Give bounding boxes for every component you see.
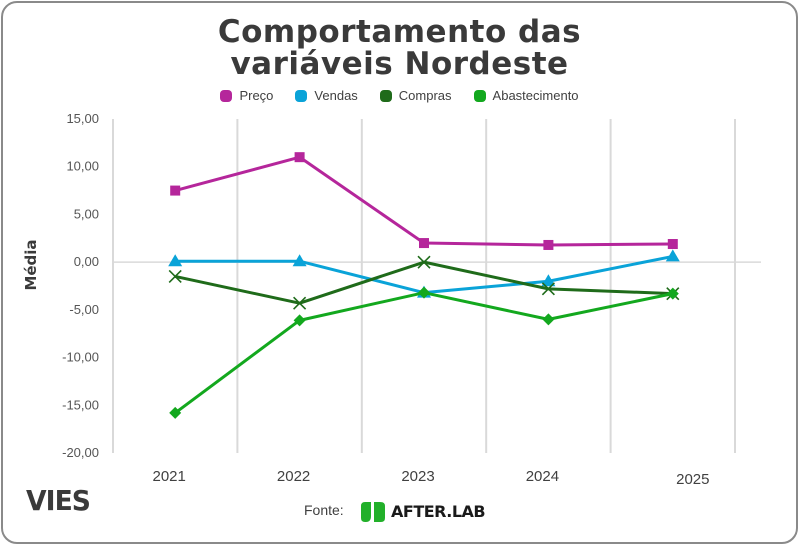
legend-swatch-vendas (295, 89, 308, 102)
y-tick-label: 0,00 (74, 254, 99, 269)
marker-diamond (418, 286, 430, 299)
marker-square (543, 239, 554, 250)
marker-square (667, 239, 678, 250)
series-abastecimento (169, 286, 679, 419)
marker-diamond (542, 313, 555, 326)
marker-x (417, 255, 431, 269)
source-label: Fonte: (304, 502, 344, 518)
x-tick-label: 2023 (401, 468, 434, 485)
marker-triangle (665, 249, 680, 262)
legend-item-vendas: Vendas (295, 88, 358, 103)
marker-square (170, 185, 181, 196)
y-tick-label: -15,00 (62, 397, 99, 412)
marker-diamond (666, 287, 679, 300)
series-line-abastecimento (174, 291, 674, 415)
marker-triangle (541, 274, 556, 287)
y-axis-label: Média (22, 239, 40, 290)
grid (112, 119, 761, 453)
y-tick-label: -20,00 (62, 445, 99, 460)
marker-square (419, 238, 429, 249)
marker-square (294, 152, 305, 163)
legend-item-preco: Preço (220, 88, 273, 103)
legend-label-vendas: Vendas (314, 88, 358, 103)
y-axis-ticks: 15,00 10,00 5,00 0,00 -5,00 -10,00 -15,00 -20,0… (62, 111, 99, 460)
series-compras (168, 255, 680, 310)
series-line-preco (174, 155, 673, 247)
chart-title-line-2: variáveis Nordeste (230, 46, 569, 82)
chart-legend: Preço Vendas Compras Abastecimento (0, 88, 799, 103)
marker-diamond (169, 406, 182, 419)
y-tick-label: -10,00 (62, 350, 99, 365)
x-tick-label: 2022 (277, 468, 310, 485)
legend-label-compras: Compras (398, 88, 452, 103)
marker-x (541, 282, 555, 296)
x-tick-label: 2025 (676, 471, 709, 488)
x-tick-label: 2021 (153, 468, 186, 485)
marker-x (168, 269, 182, 284)
legend-swatch-compras (379, 89, 392, 102)
legend-item-abastecimento: Abastecimento (473, 88, 579, 103)
chart-title-line-1: Comportamento das (217, 14, 582, 50)
chart-title: Comportamento das variáveis Nordeste (0, 16, 799, 80)
vies-logo: VIES (26, 484, 91, 517)
x-tick-label: 2024 (526, 468, 559, 485)
x-axis-ticks: 2021 2022 2023 2024 2025 (153, 468, 710, 488)
legend-swatch-preco (220, 89, 233, 102)
marker-x (293, 296, 307, 310)
legend-swatch-abastecimento (473, 89, 486, 102)
y-tick-label: 5,00 (74, 206, 99, 221)
source-name: AFTER.LAB (391, 502, 486, 521)
series-group (168, 152, 680, 419)
legend-item-compras: Compras (379, 88, 452, 103)
y-tick-label: -5,00 (69, 302, 99, 317)
afterlab-logo-icon (361, 502, 385, 522)
marker-diamond (293, 314, 306, 327)
legend-label-abastecimento: Abastecimento (492, 88, 579, 103)
marker-triangle (168, 254, 183, 267)
legend-label-preco: Preço (239, 88, 274, 103)
y-tick-label: 10,00 (66, 159, 99, 174)
series-preco (170, 152, 678, 250)
y-tick-label: 15,00 (66, 111, 99, 126)
marker-triangle (292, 254, 307, 267)
